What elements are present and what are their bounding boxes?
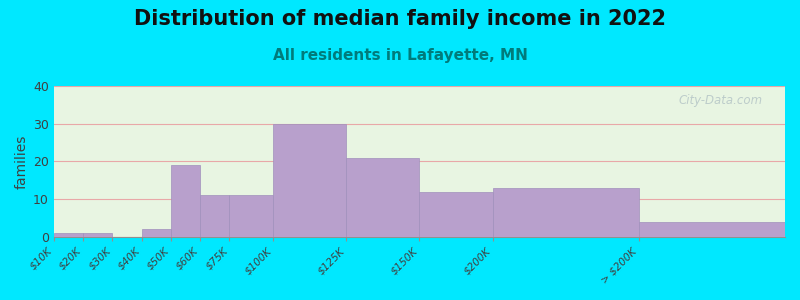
- Bar: [83, 233, 112, 237]
- Text: All residents in Lafayette, MN: All residents in Lafayette, MN: [273, 48, 527, 63]
- Bar: [419, 192, 493, 237]
- Y-axis label: families: families: [15, 134, 29, 189]
- Text: Distribution of median family income in 2022: Distribution of median family income in …: [134, 9, 666, 29]
- Text: City-Data.com: City-Data.com: [679, 94, 763, 106]
- Bar: [346, 158, 419, 237]
- Bar: [142, 230, 171, 237]
- Bar: [200, 195, 230, 237]
- Bar: [274, 124, 346, 237]
- Bar: [638, 222, 785, 237]
- Bar: [230, 195, 274, 237]
- Bar: [493, 188, 638, 237]
- Bar: [171, 165, 200, 237]
- Bar: [54, 233, 83, 237]
